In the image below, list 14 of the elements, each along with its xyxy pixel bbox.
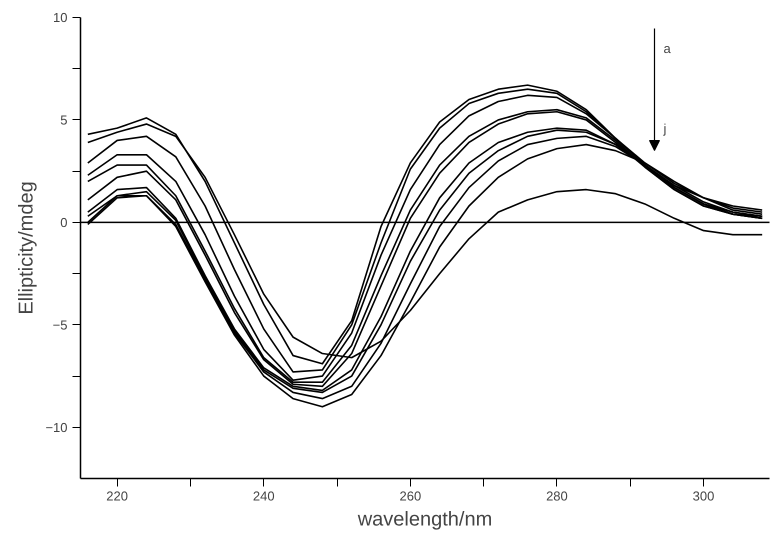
annotation: j	[662, 121, 666, 136]
y-tick-label: 10	[53, 10, 68, 25]
annotation: a	[664, 41, 672, 56]
x-tick-label: 280	[546, 488, 568, 504]
x-axis-title: wavelength/nm	[356, 508, 492, 530]
y-tick-label: 5	[60, 112, 68, 128]
x-tick-label: 220	[106, 488, 128, 504]
x-tick-label: 300	[692, 488, 714, 504]
x-tick-label: 260	[399, 488, 422, 504]
y-axis-title: Ellipticity/mdeg	[15, 181, 38, 315]
x-tick-label: 240	[252, 488, 275, 504]
y-tick-label: −10	[45, 420, 68, 435]
y-tick-label: 0	[60, 214, 68, 230]
y-tick-label: −5	[52, 317, 68, 332]
